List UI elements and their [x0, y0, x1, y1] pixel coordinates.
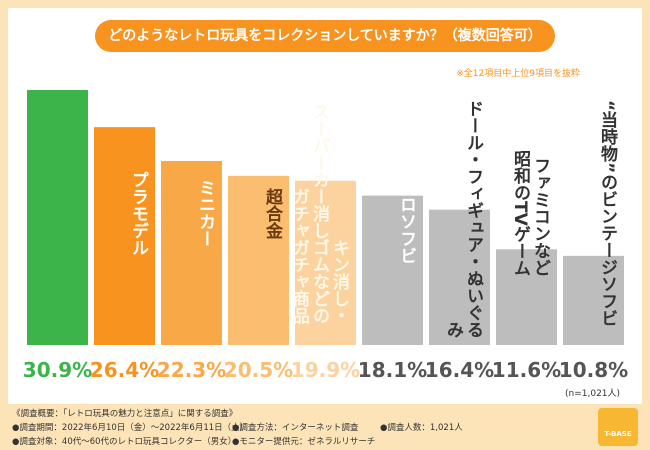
category-label: プラモデル — [128, 170, 148, 256]
footer-provider: ●モニター提供元：ゼネラルリサーチ — [232, 437, 376, 447]
bar — [496, 249, 557, 345]
value-label: 20.5% — [223, 358, 294, 382]
value-label: 16.4% — [424, 358, 495, 382]
bar — [161, 160, 222, 345]
bar — [563, 255, 624, 345]
category-label: ミニカー — [195, 179, 215, 247]
footer-heading: 《調査概要：「レトロ玩具の魅力と注意点」に関する調査》 — [12, 409, 238, 419]
category-label: レトロソフビ — [396, 162, 416, 264]
sample-size: (n=1,021人) — [565, 389, 621, 399]
value-label: 22.3% — [156, 358, 227, 382]
value-label: 19.9% — [290, 358, 361, 382]
chart-title: どのようなレトロ玩具をコレクションしていますか？（複数回答可） — [108, 28, 542, 44]
value-label: 10.8% — [558, 358, 629, 382]
category-label: 超合金 — [262, 187, 282, 239]
title-banner — [95, 20, 555, 52]
bar — [429, 209, 490, 345]
note: ※全12項目中上位9項目を抜粋 — [456, 69, 580, 79]
logo-box — [598, 408, 638, 446]
footer-count: ●調査人数：1,021人 — [380, 423, 463, 433]
bar — [362, 195, 423, 345]
category-label: キン消し・ スーパーカー消しゴムなどの ガチャガチャ商品 — [289, 102, 349, 324]
category-label: ファミコンなど 昭和のTVゲーム — [510, 149, 550, 277]
footer-method: ●調査方法：インターネット調査 — [232, 423, 359, 433]
bar — [94, 127, 155, 345]
value-label: 18.1% — [357, 358, 428, 382]
category-label: “当時物”のビンテージソフビ — [597, 99, 617, 327]
bar — [228, 175, 289, 345]
footer-target: ●調査対象：40代～60代のレトロ玩具コレクター（男女） — [12, 437, 237, 447]
category-label: ドール・フィギュア・ぬいぐるみ — [443, 100, 483, 338]
value-label: 11.6% — [491, 358, 562, 382]
footer-period: ●調査期間：2022年6月10日（金）～2022年6月11日（土） — [12, 423, 249, 433]
bar — [295, 180, 356, 345]
bar — [27, 90, 88, 345]
value-label: 30.9% — [22, 358, 93, 382]
category-label: オリジナルソフビ — [503, 88, 650, 338]
logo: T-BASE — [604, 430, 632, 438]
value-label: 26.4% — [89, 358, 160, 382]
